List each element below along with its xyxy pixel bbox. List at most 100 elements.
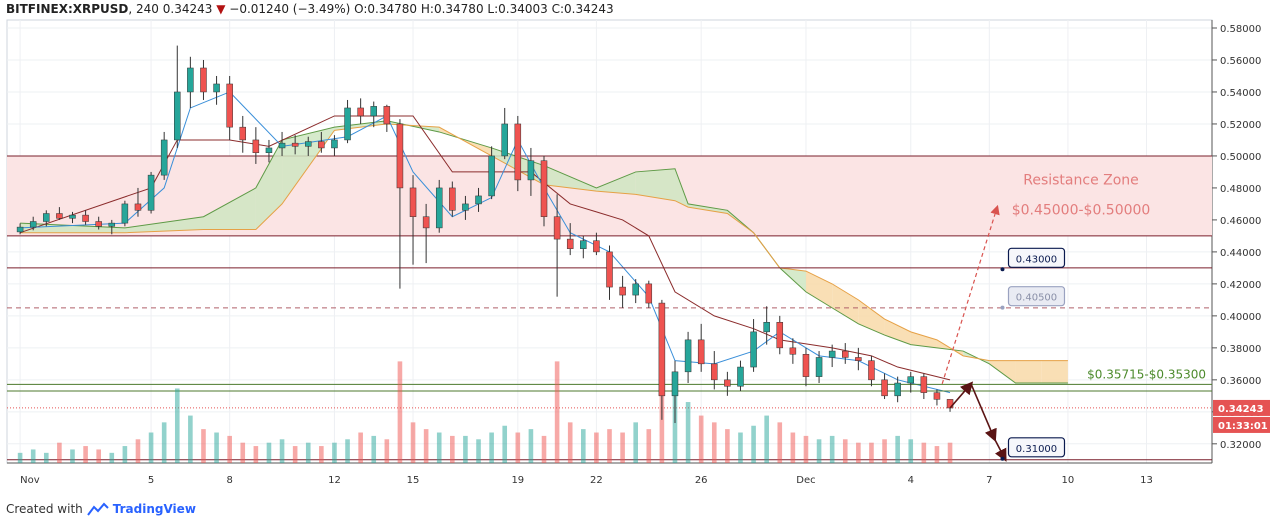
volume-bar [384, 439, 390, 463]
ichimoku-cloud-segment [544, 165, 597, 192]
volume-bar [816, 439, 822, 463]
x-tick-label: 22 [590, 475, 603, 486]
volume-bar [947, 442, 953, 463]
candle-body [409, 187, 417, 217]
candle [370, 101, 377, 128]
volume-bar [397, 361, 403, 463]
tradingview-link[interactable]: TradingView [112, 502, 196, 516]
volume-bar [541, 435, 547, 463]
volume-bar [57, 442, 62, 463]
candle [200, 59, 207, 100]
x-tick-label: Nov [20, 475, 40, 486]
x-tick-label: 4 [908, 475, 914, 486]
candle-body [435, 187, 443, 229]
volume-bar [502, 425, 508, 463]
close-label: C: [551, 2, 565, 16]
ichimoku-cloud-segment [884, 319, 911, 345]
candle [606, 245, 613, 300]
candle [69, 211, 76, 224]
countdown-tag-label: 01:33:01 [1218, 421, 1268, 432]
candle-body [776, 322, 784, 349]
candle [174, 45, 181, 148]
candle-body [855, 357, 862, 361]
candle-body [907, 376, 914, 384]
volume-bar [83, 446, 88, 463]
volume-bar [685, 402, 691, 463]
candle-body [645, 283, 653, 304]
candle [881, 373, 888, 400]
volume-bar [581, 429, 586, 463]
volume-bar [895, 435, 900, 463]
projection-down-arrow [970, 383, 997, 442]
candle [907, 371, 914, 393]
candle-body [121, 203, 129, 224]
candle [43, 210, 50, 227]
candle [56, 207, 63, 220]
candle-body [291, 142, 299, 147]
candle [894, 376, 901, 403]
volume-bar [371, 435, 377, 463]
volume-bar [253, 446, 259, 463]
candle [711, 351, 718, 390]
candle [553, 194, 561, 297]
ichimoku-cloud-segment [832, 283, 859, 324]
candle-body [16, 226, 24, 233]
volume-bar [607, 429, 612, 463]
candle-body [671, 371, 679, 397]
x-tick-label: 15 [407, 475, 420, 486]
candle-body [147, 174, 155, 211]
volume-bar [567, 422, 573, 463]
candle [933, 389, 941, 406]
ichimoku-cloud-segment [989, 360, 1016, 384]
candle [409, 175, 417, 265]
projection-down-arrow [949, 381, 974, 409]
candle [187, 56, 194, 108]
volume-bar [319, 446, 324, 463]
level-anchor-dot [1000, 456, 1005, 461]
open-label: O: [354, 2, 368, 16]
candle-body [606, 251, 613, 288]
x-tick-label: 5 [148, 475, 154, 486]
candle [475, 187, 482, 212]
level-label-box [1007, 247, 1066, 268]
projection-up-arrow [941, 204, 1000, 385]
candle [396, 119, 404, 289]
y-tick-label: 0.58000 [1220, 24, 1261, 35]
created-with-label: Created with [6, 502, 83, 516]
volume-bar [869, 442, 874, 463]
volume-bar [790, 432, 796, 463]
volume-bar [777, 422, 783, 463]
candle-body [95, 221, 102, 227]
candle-body [108, 222, 116, 227]
candle [318, 131, 325, 153]
volume-bar [122, 446, 128, 463]
x-tick-label: Dec [796, 475, 815, 486]
candle-body [802, 353, 810, 377]
candle-body [868, 360, 875, 381]
x-tick-label: 8 [226, 475, 232, 486]
down-arrow-icon: ▼ [216, 2, 226, 16]
candle [671, 360, 679, 424]
y-tick-label: 0.46000 [1220, 216, 1261, 227]
candle [239, 115, 247, 153]
ichimoku-cloud-segment [255, 139, 283, 230]
candle-body [828, 350, 836, 358]
volume-bar [698, 415, 704, 463]
y-tick-label: 0.54000 [1220, 88, 1261, 99]
candle-body [174, 91, 181, 141]
volume-bar [908, 439, 914, 463]
ichimoku-cloud-segment [910, 331, 937, 348]
candle-body [160, 139, 168, 176]
volume-bar [856, 442, 861, 463]
candle-body [580, 240, 587, 249]
candle [449, 181, 456, 217]
candle-body [200, 67, 207, 93]
candle [566, 223, 574, 256]
candle [737, 360, 744, 392]
volume-bar [528, 429, 534, 463]
candle-body [881, 379, 888, 397]
y-tick-label: 0.50000 [1220, 152, 1261, 163]
candle-body [815, 357, 823, 377]
candle [29, 216, 37, 231]
